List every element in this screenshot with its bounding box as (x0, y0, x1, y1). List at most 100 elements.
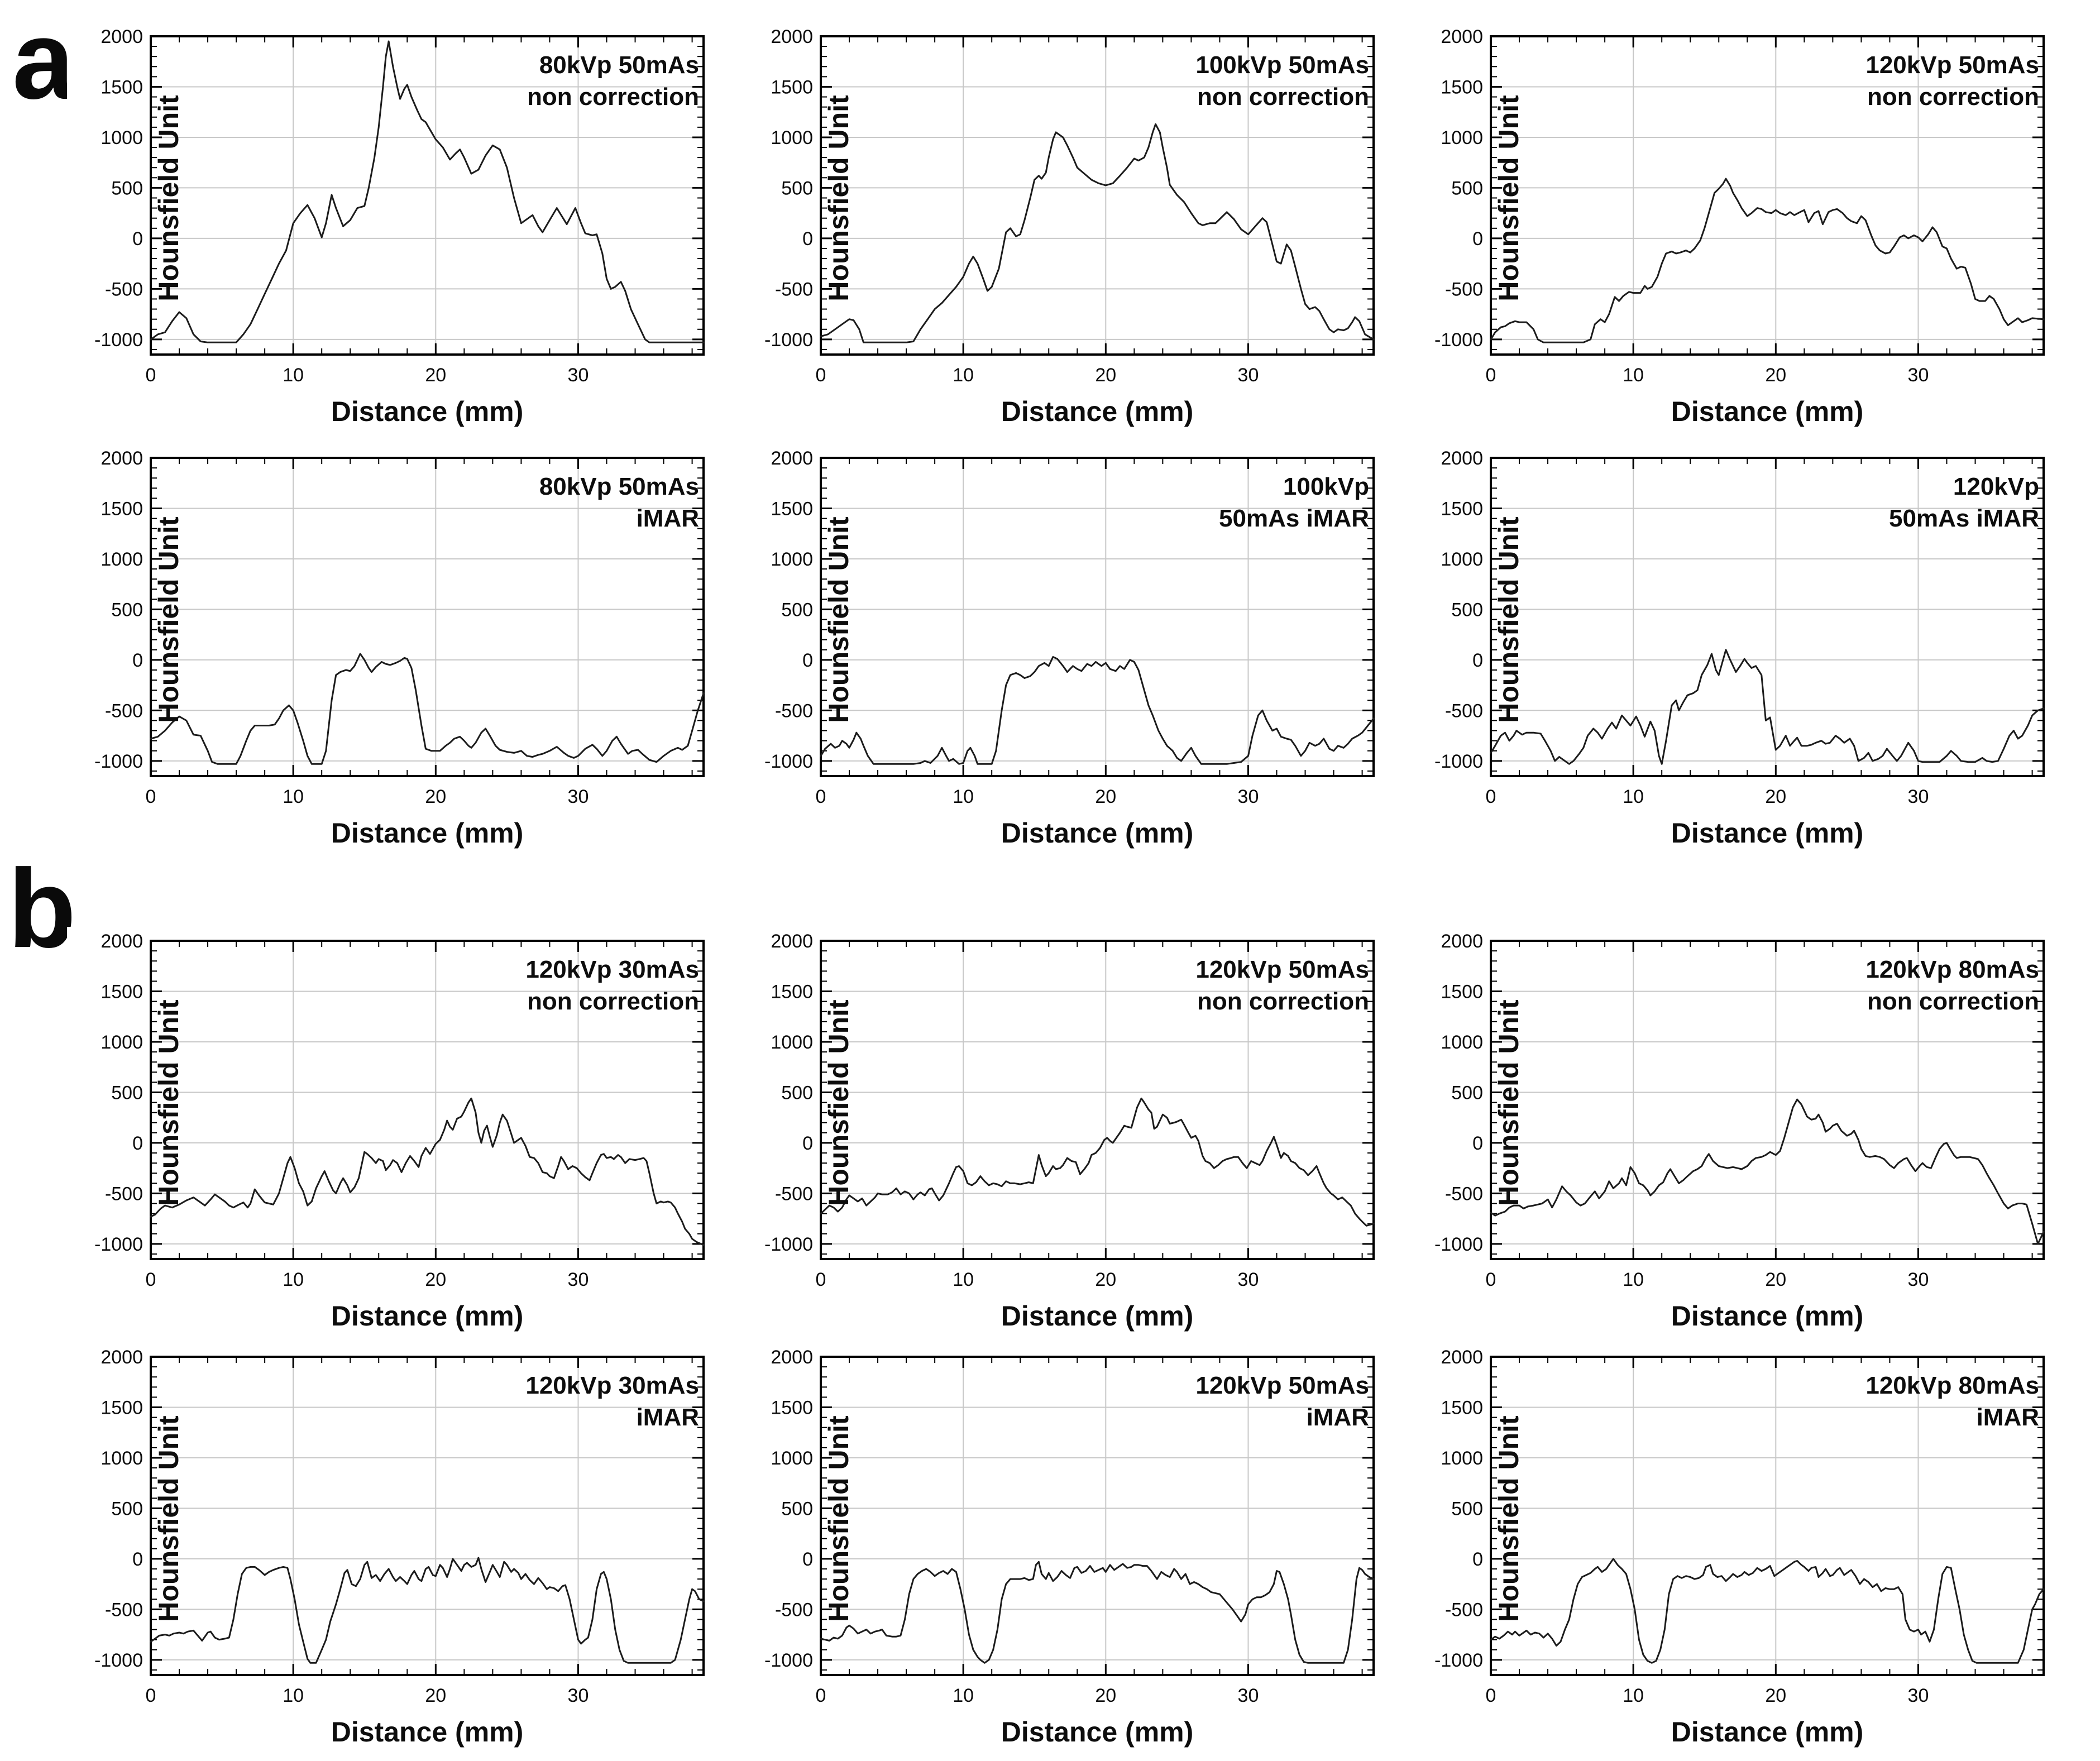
hu-profile-line (150, 1097, 705, 1246)
x-tick-label: 0 (146, 365, 156, 386)
x-tick-label: 10 (283, 365, 304, 386)
y-tick-label: 1000 (771, 127, 813, 149)
y-tick-label: 1500 (101, 1397, 143, 1418)
y-tick-label: 0 (1472, 650, 1483, 671)
chart-plot-canvas: -1000 -500 0 500 1000 1500 2000 0 10 20 30 (94, 931, 705, 1290)
chart-plot-canvas: -1000 -500 0 500 1000 1500 2000 0 10 20 30 (1434, 1347, 2045, 1706)
y-tick-label: 1500 (1441, 498, 1483, 519)
chart-cell-120kvp-50mas-non-correction: -1000 -500 0 500 1000 1500 2000 0 10 20 30 Hounsfi… (1407, 22, 2055, 438)
x-axis-title: Distance (mm) (1001, 817, 1194, 849)
chart-cell-120kvp-80mas-non-correction: -1000 -500 0 500 1000 1500 2000 0 10 20 30 Hounsfi… (1407, 927, 2055, 1343)
chart-title-line2: 50mAs iMAR (1219, 505, 1369, 533)
y-tick-label: 1000 (1441, 549, 1483, 570)
x-tick-label: 10 (953, 786, 974, 807)
y-tick-label: -500 (105, 1183, 143, 1204)
y-tick-label: 1500 (101, 76, 143, 98)
y-tick-label: 1000 (1441, 1032, 1483, 1053)
x-axis-title: Distance (mm) (331, 1300, 524, 1332)
chart-title: 120kVp 80mAs iMAR (1865, 1370, 2039, 1433)
x-tick-label: 10 (1623, 365, 1644, 386)
y-tick-label: 2000 (1441, 26, 1483, 47)
x-tick-label: 10 (953, 1685, 974, 1706)
y-tick-label: -500 (105, 1599, 143, 1620)
y-tick-label: -1000 (94, 1650, 143, 1671)
chart-title: 120kVp 50mAs iMAR (1195, 1370, 1369, 1433)
x-tick-label: 0 (146, 1269, 156, 1290)
hu-profile-line (820, 1097, 1375, 1227)
chart-cell-100kvp-50mas-non-correction: -1000 -500 0 500 1000 1500 2000 0 10 20 30 Hounsfi… (737, 22, 1385, 438)
y-tick-label: -1000 (94, 329, 143, 351)
x-tick-label: 10 (1623, 1269, 1644, 1290)
y-tick-label: 500 (781, 1082, 813, 1103)
y-tick-label: 2000 (771, 931, 813, 952)
x-tick-label: 10 (1623, 786, 1644, 807)
plot-frame (820, 940, 1375, 1260)
x-tick-label: 30 (1238, 365, 1259, 386)
y-tick-label: 2000 (771, 448, 813, 469)
chart-cell-120kvp-80mas-imar: -1000 -500 0 500 1000 1500 2000 0 10 20 30 Hounsfi… (1407, 1343, 2055, 1759)
chart-title-line1: 120kVp 80mAs (1865, 956, 2039, 983)
y-tick-label: -1000 (1434, 751, 1483, 772)
hu-profile-line (1490, 649, 2045, 765)
chart-title: 120kVp 30mAs iMAR (525, 1370, 699, 1433)
y-tick-label: -500 (105, 279, 143, 300)
x-tick-label: 10 (283, 1269, 304, 1290)
x-tick-label: 20 (1095, 1685, 1116, 1706)
x-tick-label: 30 (1908, 786, 1929, 807)
plot-frame (1490, 35, 2045, 356)
y-tick-label: 1000 (101, 1448, 143, 1469)
chart-cell-120kvp-50mas-imar: -1000 -500 0 500 1000 1500 2000 0 10 20 30 Hounsfi… (737, 1343, 1385, 1759)
plot-frame (820, 457, 1375, 777)
x-axis-title: Distance (mm) (1671, 1300, 1864, 1332)
y-tick-label: 1000 (101, 1032, 143, 1053)
y-tick-label: 0 (132, 650, 143, 671)
y-tick-label: 2000 (101, 931, 143, 952)
y-tick-label: 500 (1451, 1498, 1483, 1519)
chart-title-line1: 120kVp 50mAs (1865, 51, 2039, 79)
chart-plot-canvas: -1000 -500 0 500 1000 1500 2000 0 10 20 30 (94, 26, 705, 386)
chart-cell-120kvp-30mas-non-correction: -1000 -500 0 500 1000 1500 2000 0 10 20 30 Hounsfi… (67, 927, 715, 1343)
x-tick-label: 30 (1908, 365, 1929, 386)
chart-title: 120kVp 80mAs non correction (1865, 954, 2039, 1017)
y-tick-label: 500 (781, 1498, 813, 1519)
y-axis-title: Hounsfield Unit (823, 95, 854, 302)
x-axis-title: Distance (mm) (1001, 1300, 1194, 1332)
panel-b-label: b (8, 846, 76, 971)
plot-frame (150, 1356, 705, 1676)
y-tick-label: 0 (1472, 1549, 1483, 1570)
chart-title-line2: iMAR (1306, 1404, 1369, 1432)
y-tick-label: -1000 (764, 1650, 813, 1671)
chart-plot-canvas: -1000 -500 0 500 1000 1500 2000 0 10 20 30 (764, 26, 1375, 386)
x-tick-label: 30 (568, 365, 589, 386)
y-tick-label: 1000 (1441, 127, 1483, 149)
y-tick-label: 1000 (771, 1448, 813, 1469)
y-tick-label: -500 (1445, 279, 1483, 300)
x-tick-label: 10 (953, 365, 974, 386)
x-tick-label: 20 (425, 1685, 446, 1706)
x-tick-label: 20 (425, 786, 446, 807)
chart-title: 80kVp 50mAs non correction (527, 49, 699, 113)
chart-title-line1: 120kVp 30mAs (525, 1372, 699, 1399)
y-axis-title: Hounsfield Unit (823, 999, 854, 1206)
y-tick-label: -1000 (94, 751, 143, 772)
chart-plot-canvas: -1000 -500 0 500 1000 1500 2000 0 10 20 30 (764, 1347, 1375, 1706)
x-tick-label: 10 (283, 1685, 304, 1706)
x-tick-label: 30 (568, 1685, 589, 1706)
x-tick-label: 20 (425, 1269, 446, 1290)
chart-title-line1: 100kVp (1283, 473, 1369, 500)
y-tick-label: 500 (1451, 1082, 1483, 1103)
chart-title-line1: 120kVp (1953, 473, 2039, 500)
y-tick-label: 0 (1472, 1133, 1483, 1154)
x-tick-label: 20 (1095, 1269, 1116, 1290)
y-tick-label: 500 (1451, 178, 1483, 199)
y-tick-label: 1000 (771, 1032, 813, 1053)
y-tick-label: 0 (802, 650, 813, 671)
hu-profile-line (150, 1557, 705, 1664)
x-axis-title: Distance (mm) (1001, 1716, 1194, 1748)
chart-cell-120kvp-30mas-imar: -1000 -500 0 500 1000 1500 2000 0 10 20 30 Hounsfi… (67, 1343, 715, 1759)
y-axis-title: Hounsfield Unit (1493, 999, 1524, 1206)
chart-title: 80kVp 50mAs iMAR (539, 471, 699, 534)
y-tick-label: 2000 (771, 1347, 813, 1368)
y-tick-label: -500 (775, 1599, 813, 1620)
x-tick-label: 0 (816, 1685, 826, 1706)
